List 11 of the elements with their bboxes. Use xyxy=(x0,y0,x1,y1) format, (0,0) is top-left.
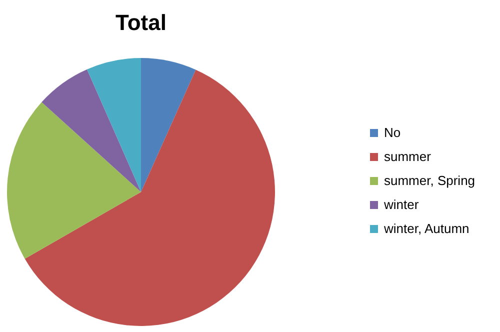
pie-slice xyxy=(7,102,141,259)
pie-slice xyxy=(24,70,275,326)
legend-label: summer, Spring xyxy=(384,173,476,188)
pie-slice xyxy=(141,58,196,192)
legend-label: No xyxy=(384,125,401,140)
legend-label: summer xyxy=(384,149,432,164)
legend-label: winter xyxy=(383,197,420,212)
pie-slice xyxy=(42,69,141,192)
pie-slice xyxy=(87,58,141,192)
chart-title: Total xyxy=(116,10,166,35)
legend-label: winter, Autumn xyxy=(383,221,470,236)
